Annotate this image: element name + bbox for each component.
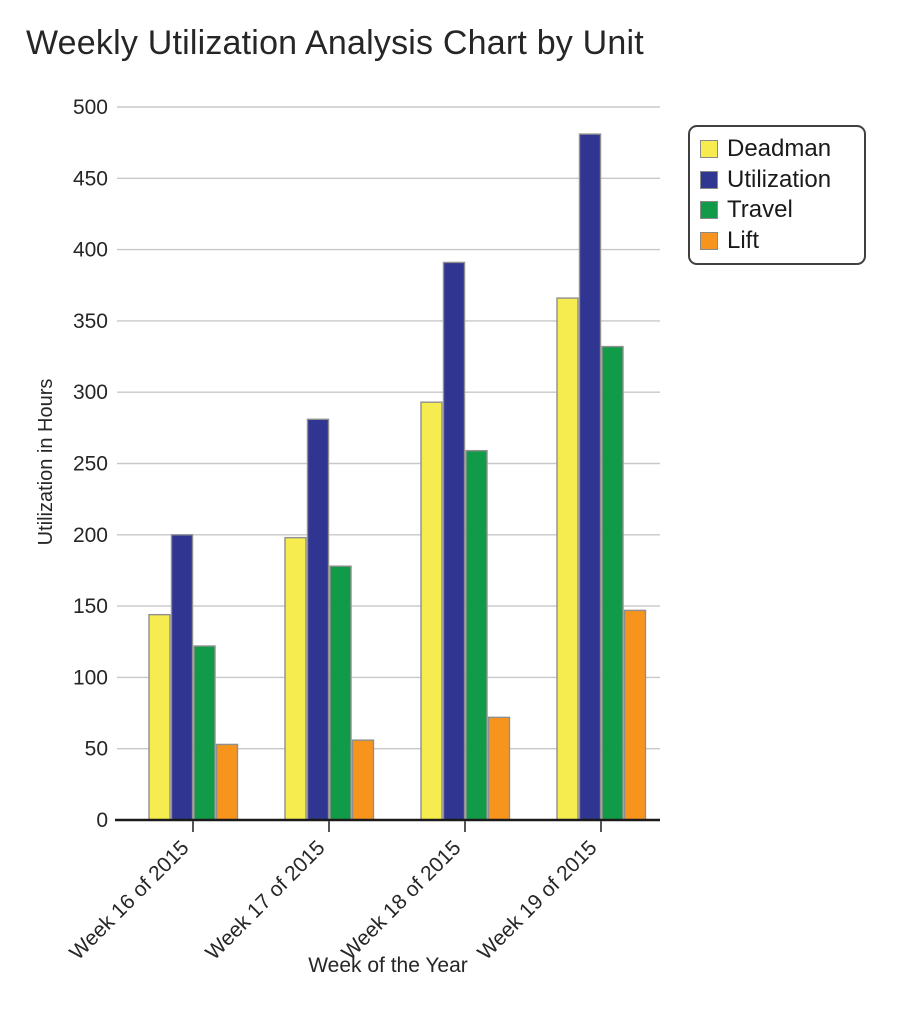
bar-travel-1 [193,645,216,821]
y-tick-label: 300 [73,381,108,404]
x-axis-title: Week of the Year [308,954,468,977]
y-axis-title: Utilization in Hours [35,379,57,546]
bar-lift-4 [623,609,647,821]
bar-travel-4 [601,345,624,821]
x-tick-label: Week 16 of 2015 [65,836,193,964]
bar-deadman-1 [148,613,171,821]
bar-lift-3 [487,716,511,821]
y-tick-label: 450 [73,167,108,190]
legend-label: Lift [727,226,760,254]
y-tick-label: 50 [85,738,108,761]
chart-title: Weekly Utilization Analysis Chart by Uni… [26,24,644,62]
bar-deadman-3 [420,401,443,821]
bar-utilization-4 [578,133,602,821]
legend-swatch-travel [700,201,718,220]
x-tick-label: Week 19 of 2015 [473,836,601,964]
bar-lift-2 [351,739,375,821]
x-tick-label: Week 18 of 2015 [337,836,465,964]
legend-item-lift: Lift [700,227,854,255]
y-tick-label: 100 [73,666,108,689]
legend-item-utilization: Utilization [700,166,854,194]
bar-utilization-3 [442,261,466,821]
bar-lift-1 [215,743,239,821]
y-tick-label: 150 [73,595,108,618]
legend-label: Utilization [727,165,832,193]
legend: Deadman Utilization Travel Lift [688,125,866,265]
bar-utilization-1 [170,534,194,821]
y-tick-label: 350 [73,310,108,333]
legend-label: Travel [727,196,793,224]
legend-label: Deadman [727,135,832,163]
y-tick-label: 400 [73,239,108,262]
x-tick-label: Week 17 of 2015 [201,836,329,964]
bar-deadman-4 [556,297,579,821]
y-tick-label: 500 [73,96,108,119]
bar-travel-2 [329,565,352,821]
legend-swatch-lift [700,231,718,250]
bar-travel-3 [465,449,488,821]
y-tick-label: 0 [96,809,108,832]
bar-utilization-2 [306,418,330,821]
legend-item-deadman: Deadman [700,135,854,163]
y-tick-label: 200 [73,524,108,547]
bar-deadman-2 [284,536,307,821]
legend-swatch-deadman [700,140,718,159]
legend-item-travel: Travel [700,196,854,224]
y-tick-label: 250 [73,453,108,476]
legend-swatch-utilization [700,170,718,189]
